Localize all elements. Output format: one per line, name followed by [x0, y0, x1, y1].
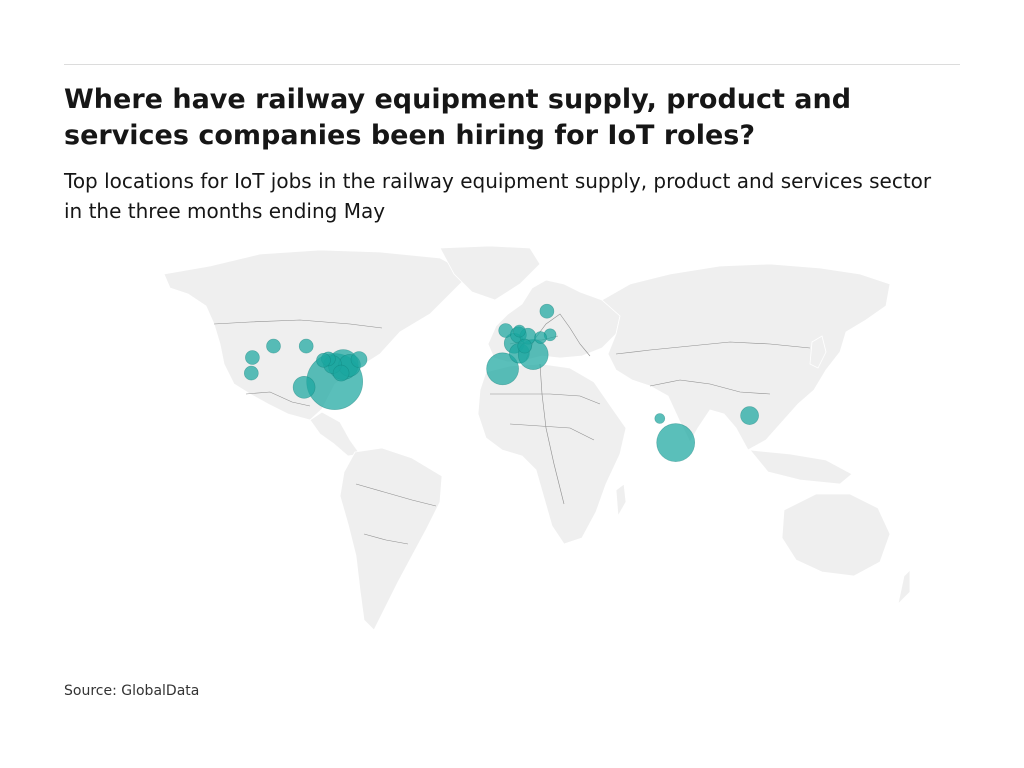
- border-us-mexico: [245, 391, 311, 407]
- land-asia: [601, 263, 891, 451]
- border-us-canada: [213, 319, 383, 329]
- location-bubble-24: [513, 324, 526, 338]
- world-map-svg: [163, 245, 910, 631]
- bubble-layer: [244, 303, 759, 462]
- border-africa-1: [490, 393, 601, 405]
- land-greenland: [439, 245, 541, 301]
- location-bubble-6: [350, 351, 368, 368]
- location-bubble-26: [656, 423, 696, 462]
- location-bubble-12: [244, 365, 259, 381]
- land-australia: [781, 493, 891, 577]
- location-bubble-13: [486, 352, 519, 386]
- land-layer: [163, 245, 910, 631]
- location-bubble-7: [316, 353, 331, 368]
- location-bubble-25: [654, 413, 666, 424]
- source-note: Source: GlobalData: [64, 683, 200, 699]
- land-madagascar: [615, 483, 627, 518]
- border-africa-3: [539, 363, 565, 505]
- location-bubble-20: [517, 338, 533, 354]
- land-southeast-asia-islands: [749, 449, 853, 485]
- location-bubble-27: [740, 406, 759, 425]
- land-south-america: [339, 447, 443, 631]
- chart-subtitle: Top locations for IoT jobs in the railwa…: [64, 169, 932, 223]
- chart-title: Where have railway equipment supply, pro…: [64, 84, 852, 151]
- border-south-america-1: [355, 483, 437, 507]
- location-bubble-11: [245, 350, 260, 365]
- location-bubble-22: [534, 331, 547, 344]
- border-layer: [213, 313, 811, 545]
- location-bubble-9: [266, 338, 281, 354]
- land-central-america: [309, 411, 361, 457]
- land-japan: [809, 335, 827, 369]
- location-bubble-1: [292, 376, 316, 399]
- top-divider: [64, 64, 960, 65]
- world-map: [150, 244, 910, 644]
- land-new-zealand: [897, 569, 910, 606]
- border-asia-1: [615, 341, 811, 355]
- border-africa-2: [509, 423, 595, 441]
- location-bubble-10: [298, 338, 314, 354]
- border-south-america-2: [363, 533, 409, 545]
- border-asia-2: [649, 379, 771, 395]
- location-bubble-8: [332, 364, 350, 382]
- location-bubble-23: [539, 303, 555, 319]
